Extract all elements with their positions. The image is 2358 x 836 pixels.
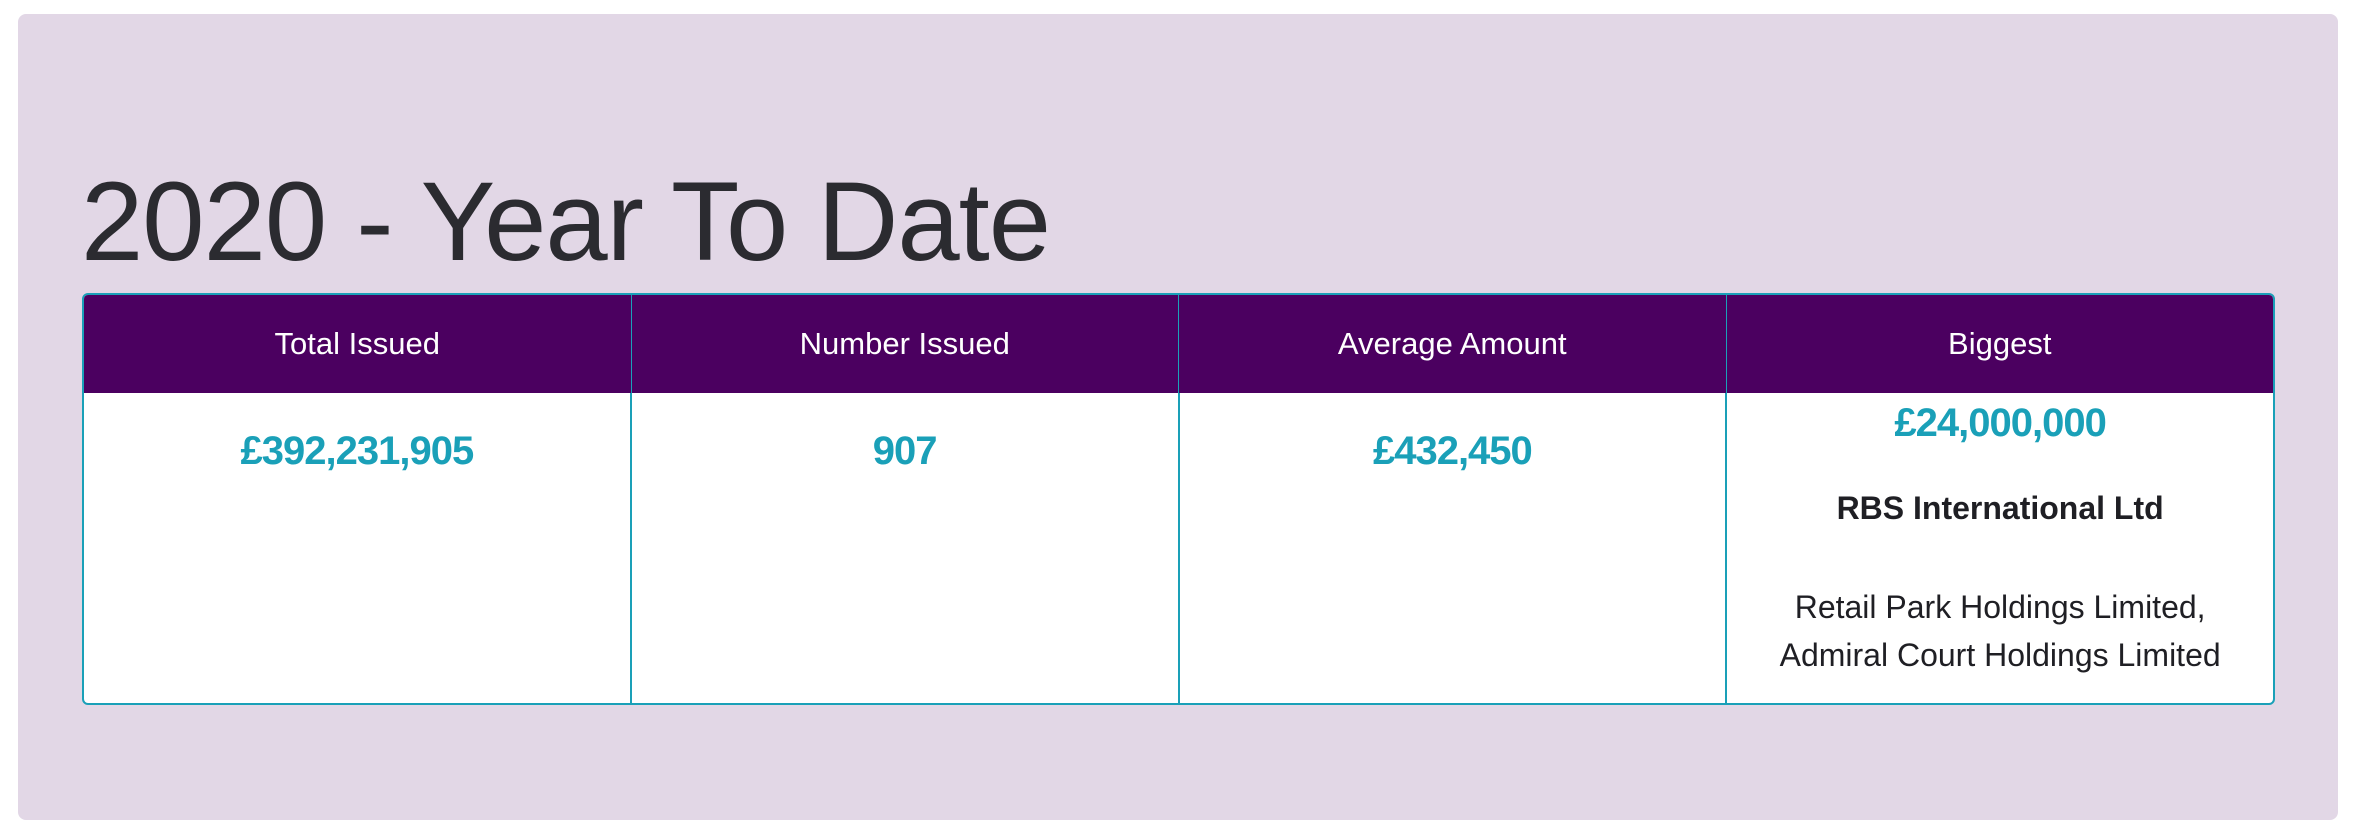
table-body-row: £392,231,905 907 £432,450 £24,000,000 RB… (84, 393, 2273, 703)
average-amount-cell: £432,450 (1180, 393, 1728, 703)
number-issued-value: 907 (872, 429, 938, 473)
biggest-cell: £24,000,000 RBS International Ltd Retail… (1727, 393, 2273, 703)
header-average-amount: Average Amount (1179, 295, 1727, 393)
borrower-line-1: Retail Park Holdings Limited, (1794, 589, 2206, 625)
header-biggest: Biggest (1948, 326, 2052, 361)
total-issued-value: £392,231,905 (240, 429, 475, 473)
number-issued-cell: 907 (632, 393, 1180, 703)
header-total-issued: Total Issued (84, 295, 632, 393)
biggest-lender-name: RBS International Ltd (1836, 490, 2164, 526)
total-issued-cell: £392,231,905 (84, 393, 632, 703)
biggest-amount-value: £24,000,000 (1894, 401, 2106, 445)
borrower-line-2: Admiral Court Holdings Limited (1779, 637, 2221, 673)
biggest-borrower-names: Retail Park Holdings Limited, Admiral Co… (1727, 583, 2273, 679)
average-amount-value: £432,450 (1372, 429, 1533, 473)
table-header-row: Total Issued Number Issued Average Amoun… (84, 295, 2273, 393)
stats-table: Total Issued Number Issued Average Amoun… (82, 293, 2275, 705)
page-title: 2020 - Year To Date (81, 159, 1051, 284)
ytd-panel: 2020 - Year To Date Total Issued Number … (18, 14, 2338, 820)
header-number-issued: Number Issued (632, 295, 1179, 393)
